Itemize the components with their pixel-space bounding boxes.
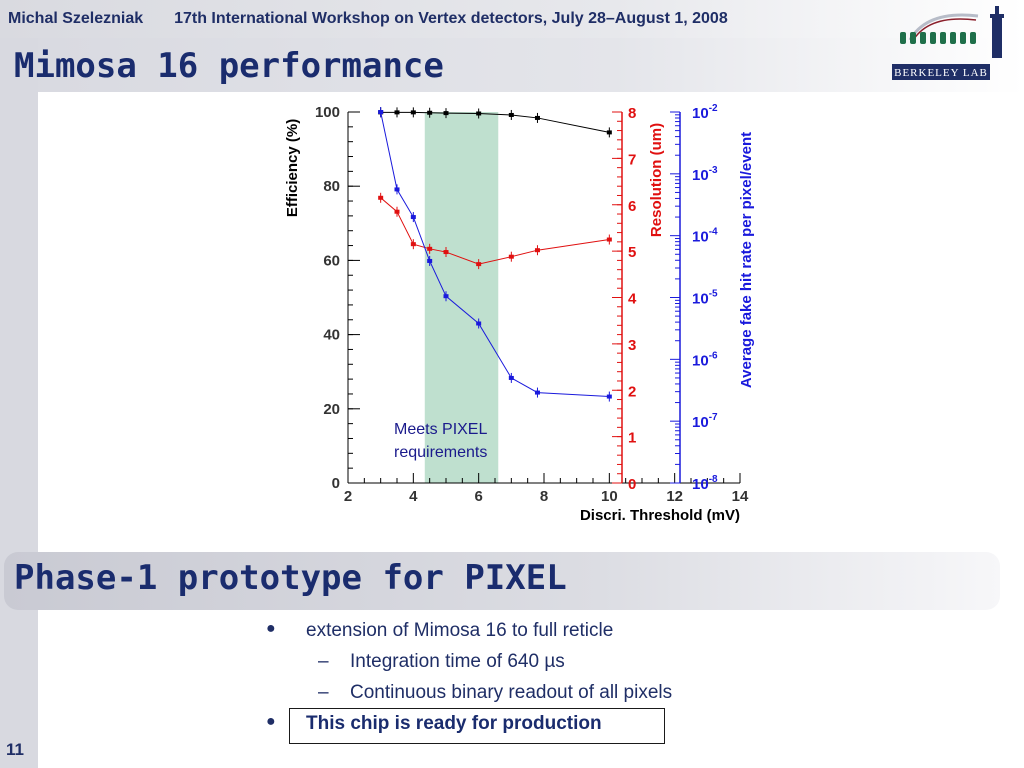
slide-title: Mimosa 16 performance bbox=[14, 46, 444, 86]
fake-rate-tick-label: 10-2 bbox=[692, 103, 718, 122]
resolution-axis-label: Resolution (um) bbox=[648, 123, 665, 237]
resolution-tick-label: 8 bbox=[628, 105, 636, 122]
fake_rate-data-point bbox=[508, 375, 514, 380]
resolution-tick-label: 0 bbox=[628, 476, 636, 493]
efficiency-data-point bbox=[410, 110, 416, 115]
resolution-data-point bbox=[410, 242, 416, 247]
resolution-data-point bbox=[443, 250, 449, 255]
resolution-tick-label: 5 bbox=[628, 244, 636, 261]
fake_rate-data-point bbox=[443, 294, 449, 299]
x-axis-label: Discri. Threshold (mV) bbox=[580, 507, 740, 524]
fake_rate-data-point bbox=[534, 390, 540, 395]
bullet-text: This chip is ready for production bbox=[306, 713, 602, 734]
x-tick-label: 14 bbox=[732, 488, 749, 505]
left-rail bbox=[0, 38, 38, 768]
fake_rate-data-point bbox=[427, 258, 433, 263]
fake-rate-tick-label: 10-5 bbox=[692, 289, 718, 308]
x-tick-label: 12 bbox=[666, 488, 683, 505]
efficiency-tick-label: 100 bbox=[315, 104, 340, 121]
header-event: 17th International Workshop on Vertex de… bbox=[174, 10, 728, 27]
resolution-data-point bbox=[508, 254, 514, 259]
fake_rate-data-point bbox=[476, 321, 482, 326]
resolution-tick-label: 6 bbox=[628, 198, 636, 215]
fake-rate-tick-label: 10-4 bbox=[692, 227, 718, 246]
x-tick-label: 6 bbox=[474, 488, 482, 505]
bullet-dot: ● bbox=[266, 713, 276, 730]
efficiency-data-point bbox=[443, 111, 449, 116]
berkeley-lab-logo: BERKELEY LAB bbox=[892, 2, 1014, 82]
logo-text: BERKELEY LAB bbox=[894, 67, 988, 79]
bullet-text: extension of Mimosa 16 to full reticle bbox=[306, 620, 614, 641]
resolution-data-point bbox=[427, 246, 433, 251]
header-author: Michal Szelezniak bbox=[8, 10, 144, 27]
highlight-box bbox=[289, 708, 665, 744]
header-text: Michal Szelezniak 17th International Wor… bbox=[8, 10, 728, 28]
bullet-dash: – bbox=[318, 682, 329, 703]
efficiency-tick-label: 60 bbox=[323, 252, 340, 269]
pixel-requirement-band bbox=[424, 112, 499, 483]
section-band bbox=[4, 552, 1000, 610]
fake_rate-data-point bbox=[606, 394, 612, 399]
bullet-dot: ● bbox=[266, 620, 276, 637]
fake_rate-data-point bbox=[394, 187, 400, 192]
resolution-data-point bbox=[378, 195, 384, 200]
bullet-dash: – bbox=[318, 651, 329, 672]
resolution-data-point bbox=[394, 209, 400, 214]
x-tick-label: 10 bbox=[601, 488, 618, 505]
resolution-data-point bbox=[534, 248, 540, 253]
resolution-tick-label: 2 bbox=[628, 383, 636, 400]
efficiency-data-point bbox=[606, 130, 612, 135]
efficiency-axis-label: Efficiency (%) bbox=[284, 119, 301, 217]
resolution-data-point bbox=[476, 262, 482, 267]
bullet-text: Integration time of 640 µs bbox=[350, 651, 565, 672]
band-annotation: Meets PIXEL requirements bbox=[394, 421, 487, 461]
section-title: Phase-1 prototype for PIXEL bbox=[14, 558, 567, 598]
efficiency-tick-label: 20 bbox=[323, 401, 340, 418]
efficiency-data-point bbox=[427, 110, 433, 115]
x-tick-label: 8 bbox=[540, 488, 548, 505]
efficiency-data-point bbox=[476, 111, 482, 116]
efficiency-data-point bbox=[534, 115, 540, 120]
x-tick-label: 4 bbox=[409, 488, 418, 505]
resolution-tick-label: 4 bbox=[628, 291, 637, 308]
top-bar bbox=[0, 0, 1024, 38]
resolution-tick-label: 1 bbox=[628, 430, 636, 447]
x-tick-label: 2 bbox=[344, 488, 352, 505]
fake-rate-tick-label: 10-8 bbox=[692, 474, 718, 493]
efficiency-tick-label: 0 bbox=[332, 475, 340, 492]
title-band bbox=[0, 38, 1024, 92]
fake-rate-axis-label: Average fake hit rate per pixel/event bbox=[738, 132, 755, 388]
resolution-data-point bbox=[606, 237, 612, 242]
content-panel bbox=[38, 92, 1024, 552]
page-number: 11 bbox=[6, 740, 24, 759]
efficiency-tick-label: 40 bbox=[323, 327, 340, 344]
fake-rate-tick-label: 10-3 bbox=[692, 165, 718, 184]
fake_rate-data-point bbox=[378, 110, 384, 114]
fake-rate-tick-label: 10-6 bbox=[692, 350, 718, 369]
bullet-text: Continuous binary readout of all pixels bbox=[350, 682, 673, 703]
resolution-tick-label: 3 bbox=[628, 337, 636, 354]
efficiency-data-point bbox=[394, 110, 400, 115]
efficiency-data-point bbox=[508, 112, 514, 117]
fake-rate-tick-label: 10-7 bbox=[692, 412, 718, 431]
resolution-tick-label: 7 bbox=[628, 151, 636, 168]
fake_rate-data-point bbox=[410, 215, 416, 220]
efficiency-tick-label: 80 bbox=[323, 178, 340, 195]
